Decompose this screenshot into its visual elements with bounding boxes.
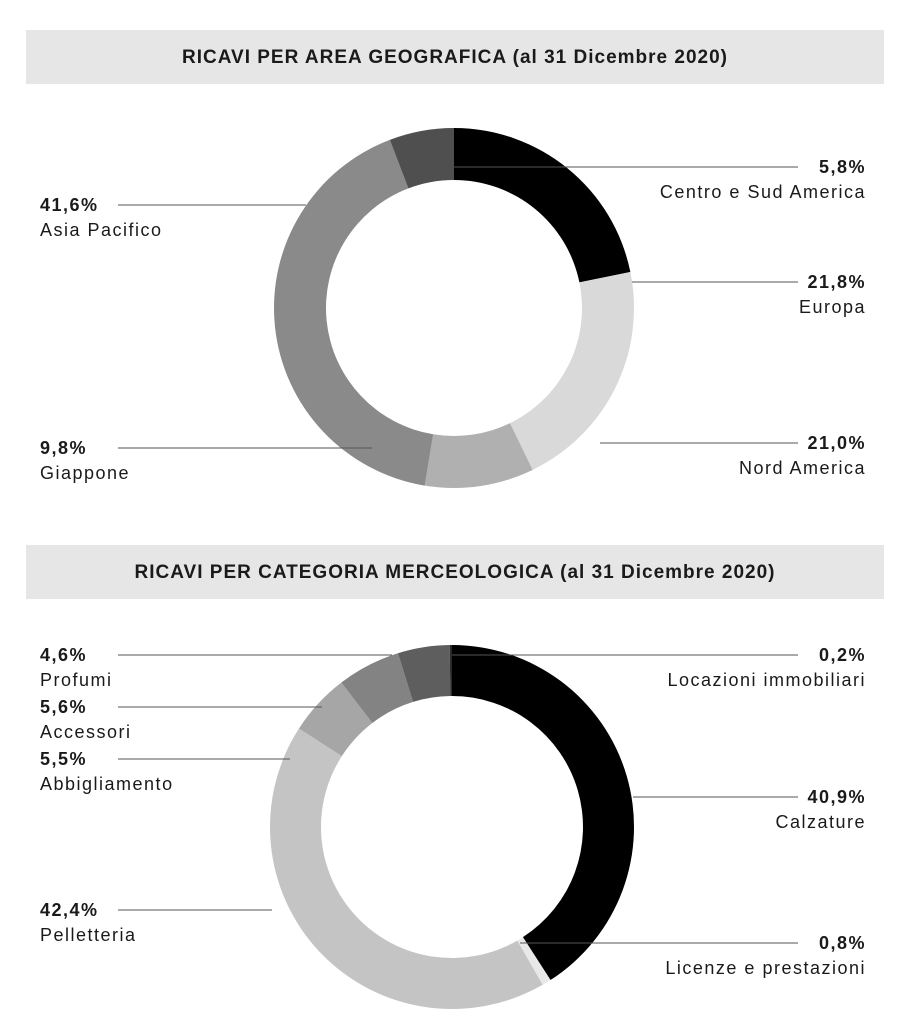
value-label-nord-america: 21,0% [807,433,866,453]
label-group-licenze-e-prestazioni: 0,8% Licenze e prestazioni [520,933,866,978]
slice-centro-e-sud-america [389,128,454,189]
slice-licenze-e-prestazioni [517,937,551,985]
slice-calzature [452,645,635,981]
slice-nord-america [509,272,634,470]
label-group-asia-pacifico: 41,6% Asia Pacifico [40,195,306,240]
label-group-centro-e-sud-america: 5,8% Centro e Sud America [454,157,866,202]
donut-chart-2: 0,2% Locazioni immobiliari 40,9% Calzature 0… [40,645,866,1010]
slice-locazioni-immobiliari [449,645,452,697]
label-group-locazioni-immobiliari: 0,2% Locazioni immobiliari [452,645,866,690]
slice-profumi [397,645,451,702]
value-label-locazioni-immobiliari: 0,2% [819,645,866,665]
slice-abbigliamento [298,682,373,757]
category-label-nord-america: Nord America [739,458,866,478]
chart1-title-banner: RICAVI PER AREA GEOGRAFICA (al 31 Dicemb… [26,30,884,84]
category-label-europa: Europa [799,297,866,317]
label-group-accessori: 5,6% Accessori [40,697,322,742]
donut-chart-1: 5,8% Centro e Sud America 21,8% Europa 21,0%… [40,128,866,489]
category-label-asia-pacifico: Asia Pacifico [40,220,163,240]
slice-accessori [341,653,414,723]
value-label-centro-e-sud-america: 5,8% [819,157,866,177]
value-label-abbigliamento: 5,5% [40,749,87,769]
category-label-locazioni-immobiliari: Locazioni immobiliari [667,670,866,690]
value-label-calzature: 40,9% [807,787,866,807]
value-label-accessori: 5,6% [40,697,87,717]
slice-pelletteria [269,728,543,1010]
category-label-calzature: Calzature [775,812,866,832]
category-label-pelletteria: Pelletteria [40,925,137,945]
category-label-profumi: Profumi [40,670,113,690]
category-label-centro-e-sud-america: Centro e Sud America [660,182,866,202]
category-label-giappone: Giappone [40,463,130,483]
label-group-nord-america: 21,0% Nord America [600,433,866,478]
category-label-licenze-e-prestazioni: Licenze e prestazioni [665,958,866,978]
value-label-asia-pacifico: 41,6% [40,195,99,215]
label-group-europa: 21,8% Europa [632,272,866,317]
chart2-title: RICAVI PER CATEGORIA MERCEOLOGICA (al 31… [134,562,776,583]
slice-asia-pacifico [273,139,434,486]
label-group-calzature: 40,9% Calzature [633,787,866,832]
label-group-giappone: 9,8% Giappone [40,438,372,483]
label-group-profumi: 4,6% Profumi [40,645,392,690]
value-label-europa: 21,8% [807,272,866,292]
chart1-title: RICAVI PER AREA GEOGRAFICA (al 31 Dicemb… [182,47,728,68]
label-group-pelletteria: 42,4% Pelletteria [40,900,272,945]
label-group-abbigliamento: 5,5% Abbigliamento [40,749,290,794]
value-label-licenze-e-prestazioni: 0,8% [819,933,866,953]
slice-europa [454,128,631,283]
chart2-title-banner: RICAVI PER CATEGORIA MERCEOLOGICA (al 31… [26,545,884,599]
category-label-accessori: Accessori [40,722,132,742]
category-label-abbigliamento: Abbigliamento [40,774,174,794]
value-label-profumi: 4,6% [40,645,87,665]
value-label-giappone: 9,8% [40,438,87,458]
value-label-pelletteria: 42,4% [40,900,99,920]
slice-giappone [424,423,533,489]
